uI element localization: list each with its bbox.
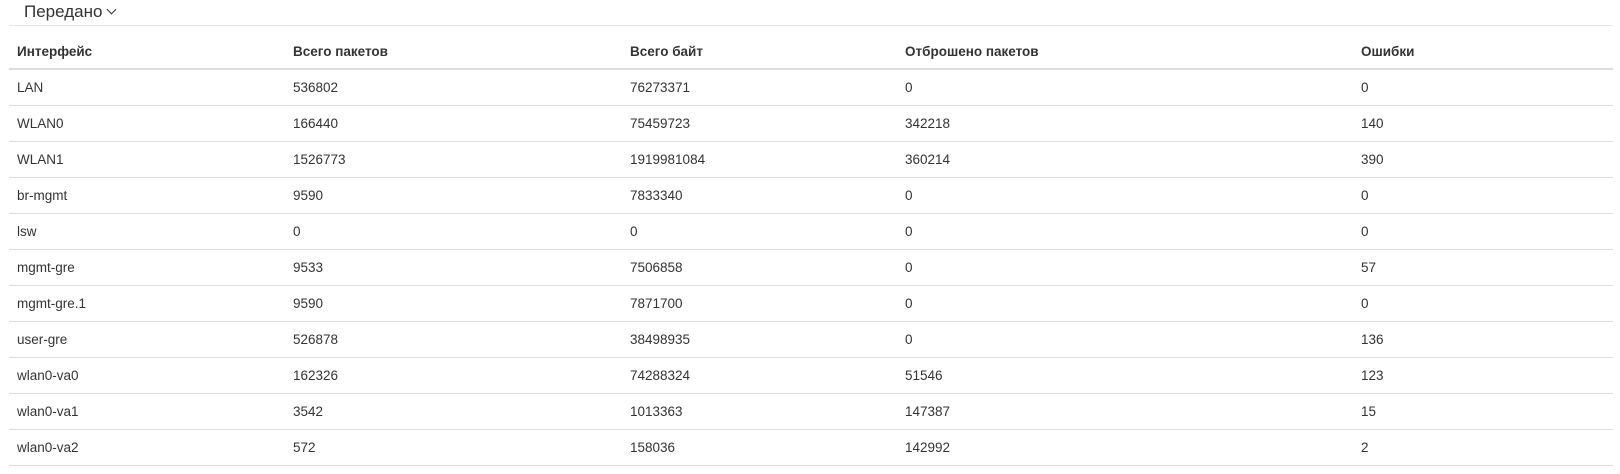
table-cell: 51546 [897,357,1353,394]
table-cell: 76273371 [622,69,897,106]
table-header: Интерфейс Всего пакетов Всего байт Отброшен… [9,34,1613,70]
table-cell: 0 [622,213,897,250]
table-cell: 162326 [285,357,622,394]
table-cell: 166440 [285,105,622,142]
table-cell: user-gre [9,321,285,358]
table-cell: 0 [1353,69,1613,106]
table-cell: 75459723 [622,105,897,142]
table-cell: 2 [1353,429,1613,466]
table-cell: 9533 [285,249,622,286]
section-toggle[interactable]: Передано [24,2,117,22]
table-cell: 0 [897,321,1353,358]
table-cell: WLAN1 [9,141,285,178]
column-header: Ошибки [1353,34,1613,70]
table-cell: wlan0-va0 [9,357,285,394]
section-title: Передано [24,2,103,21]
table-cell: 0 [897,213,1353,250]
table-row: wlan0-va0 162326 74288324 51546 123 [9,357,1613,394]
column-header: Интерфейс [9,34,285,70]
table-cell: 7833340 [622,177,897,214]
table-row: br-mgmt 9590 7833340 0 0 [9,177,1613,214]
table-cell: wlan0-va1 [9,393,285,430]
table-cell: 15 [1353,393,1613,430]
table-cell: 0 [897,69,1353,106]
table-cell: 0 [897,177,1353,214]
table-cell: 1526773 [285,141,622,178]
column-header: Всего пакетов [285,34,622,70]
table-cell: 1919981084 [622,141,897,178]
table-cell: 0 [1353,213,1613,250]
table-cell: 342218 [897,105,1353,142]
table-cell: 9590 [285,177,622,214]
table-cell: LAN [9,69,285,106]
chevron-down-icon [106,4,117,15]
table-cell: 158036 [622,429,897,466]
table-cell: 57 [1353,249,1613,286]
table-cell: 536802 [285,69,622,106]
transmit-stats-table: Интерфейс Всего пакетов Всего байт Отброшен… [9,34,1613,466]
table-cell: 9590 [285,285,622,322]
table-cell: wlan0-va2 [9,429,285,466]
table-cell: WLAN0 [9,105,285,142]
divider [9,25,1613,26]
table-cell: mgmt-gre.1 [9,285,285,322]
table-row: WLAN0 166440 75459723 342218 140 [9,105,1613,142]
table-cell: 0 [1353,285,1613,322]
table-row: wlan0-va2 572 158036 142992 2 [9,429,1613,466]
table-cell: 142992 [897,429,1353,466]
table-cell: lsw [9,213,285,250]
column-header: Всего байт [622,34,897,70]
table-cell: br-mgmt [9,177,285,214]
table-row: mgmt-gre.1 9590 7871700 0 0 [9,285,1613,322]
table-cell: 526878 [285,321,622,358]
table-cell: 3542 [285,393,622,430]
table-row: LAN 536802 76273371 0 0 [9,69,1613,106]
table-cell: 360214 [897,141,1353,178]
table-cell: 0 [285,213,622,250]
table-cell: mgmt-gre [9,249,285,286]
table-cell: 7506858 [622,249,897,286]
table-row: mgmt-gre 9533 7506858 0 57 [9,249,1613,286]
table-cell: 0 [897,285,1353,322]
table-cell: 147387 [897,393,1353,430]
table-cell: 572 [285,429,622,466]
column-header: Отброшено пакетов [897,34,1353,70]
table-row: user-gre 526878 38498935 0 136 [9,321,1613,358]
table-cell: 7871700 [622,285,897,322]
table-cell: 74288324 [622,357,897,394]
table-cell: 38498935 [622,321,897,358]
table-cell: 0 [897,249,1353,286]
table-row: wlan0-va1 3542 1013363 147387 15 [9,393,1613,430]
table-row: WLAN1 1526773 1919981084 360214 390 [9,141,1613,178]
table-cell: 136 [1353,321,1613,358]
table-cell: 140 [1353,105,1613,142]
table-cell: 390 [1353,141,1613,178]
table-cell: 1013363 [622,393,897,430]
table-row: lsw 0 0 0 0 [9,213,1613,250]
table-cell: 123 [1353,357,1613,394]
table-cell: 0 [1353,177,1613,214]
